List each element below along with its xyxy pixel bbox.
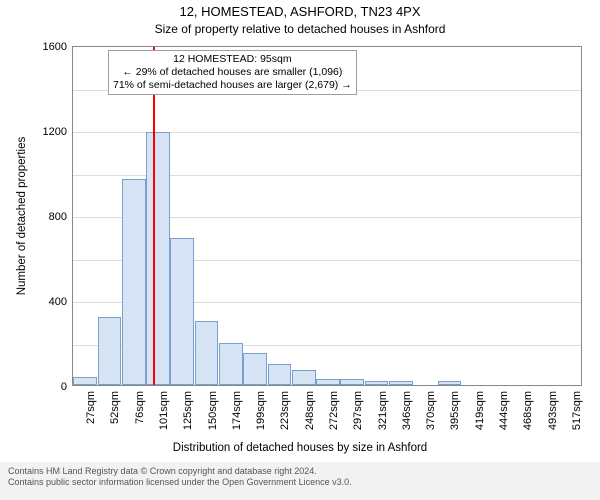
attribution-footer: Contains HM Land Registry data © Crown c… (0, 462, 600, 500)
histogram-bar (340, 379, 364, 385)
x-tick-label: 297sqm (352, 391, 364, 430)
x-tick-label: 444sqm (498, 391, 510, 430)
x-tick-label: 248sqm (304, 391, 316, 430)
histogram-bar (219, 343, 243, 386)
y-tick-label: 0 (61, 381, 67, 393)
histogram-bar (389, 381, 413, 385)
x-tick-label: 174sqm (231, 391, 243, 430)
x-tick-label: 76sqm (134, 391, 146, 424)
histogram-bar (146, 132, 170, 385)
histogram-bar (170, 238, 194, 385)
x-tick-label: 370sqm (425, 391, 437, 430)
histogram-bar (365, 381, 389, 385)
x-tick-label: 199sqm (255, 391, 267, 430)
x-tick-label: 272sqm (328, 391, 340, 430)
y-tick-label: 1200 (43, 126, 67, 138)
histogram-bar (243, 353, 267, 385)
x-tick-label: 346sqm (401, 391, 413, 430)
property-marker-line (153, 47, 155, 385)
address-title: 12, HOMESTEAD, ASHFORD, TN23 4PX (0, 4, 600, 19)
x-tick-label: 321sqm (377, 391, 389, 430)
histogram-bar (316, 379, 340, 385)
chart-plot-area: 04008001200160027sqm52sqm76sqm101sqm125s… (72, 46, 582, 386)
callout-line-3: 71% of semi-detached houses are larger (… (113, 79, 352, 92)
x-tick-label: 493sqm (547, 391, 559, 430)
x-axis-label: Distribution of detached houses by size … (0, 442, 600, 454)
footer-line-2: Contains public sector information licen… (8, 477, 592, 488)
y-tick-label: 800 (49, 211, 67, 223)
histogram-bar (195, 321, 219, 385)
y-tick-label: 400 (49, 296, 67, 308)
histogram-bar (122, 179, 146, 385)
x-tick-label: 395sqm (449, 391, 461, 430)
subtitle: Size of property relative to detached ho… (0, 22, 600, 36)
histogram-bar (292, 370, 316, 385)
y-axis-label: Number of detached properties (16, 66, 28, 366)
histogram-bar (438, 381, 462, 385)
x-tick-label: 517sqm (571, 391, 583, 430)
x-tick-label: 419sqm (474, 391, 486, 430)
histogram-bar (268, 364, 292, 385)
x-tick-label: 52sqm (109, 391, 121, 424)
x-tick-label: 468sqm (522, 391, 534, 430)
property-callout: 12 HOMESTEAD: 95sqm ← 29% of detached ho… (108, 50, 357, 95)
x-tick-label: 150sqm (207, 391, 219, 430)
callout-line-1: 12 HOMESTEAD: 95sqm (113, 53, 352, 66)
histogram-bar (73, 377, 97, 386)
x-tick-label: 27sqm (85, 391, 97, 424)
x-tick-label: 101sqm (158, 391, 170, 430)
callout-line-2: ← 29% of detached houses are smaller (1,… (113, 66, 352, 79)
x-tick-label: 223sqm (279, 391, 291, 430)
histogram-bar (98, 317, 122, 385)
x-tick-label: 125sqm (182, 391, 194, 430)
footer-line-1: Contains HM Land Registry data © Crown c… (8, 466, 592, 477)
y-tick-label: 1600 (43, 41, 67, 53)
